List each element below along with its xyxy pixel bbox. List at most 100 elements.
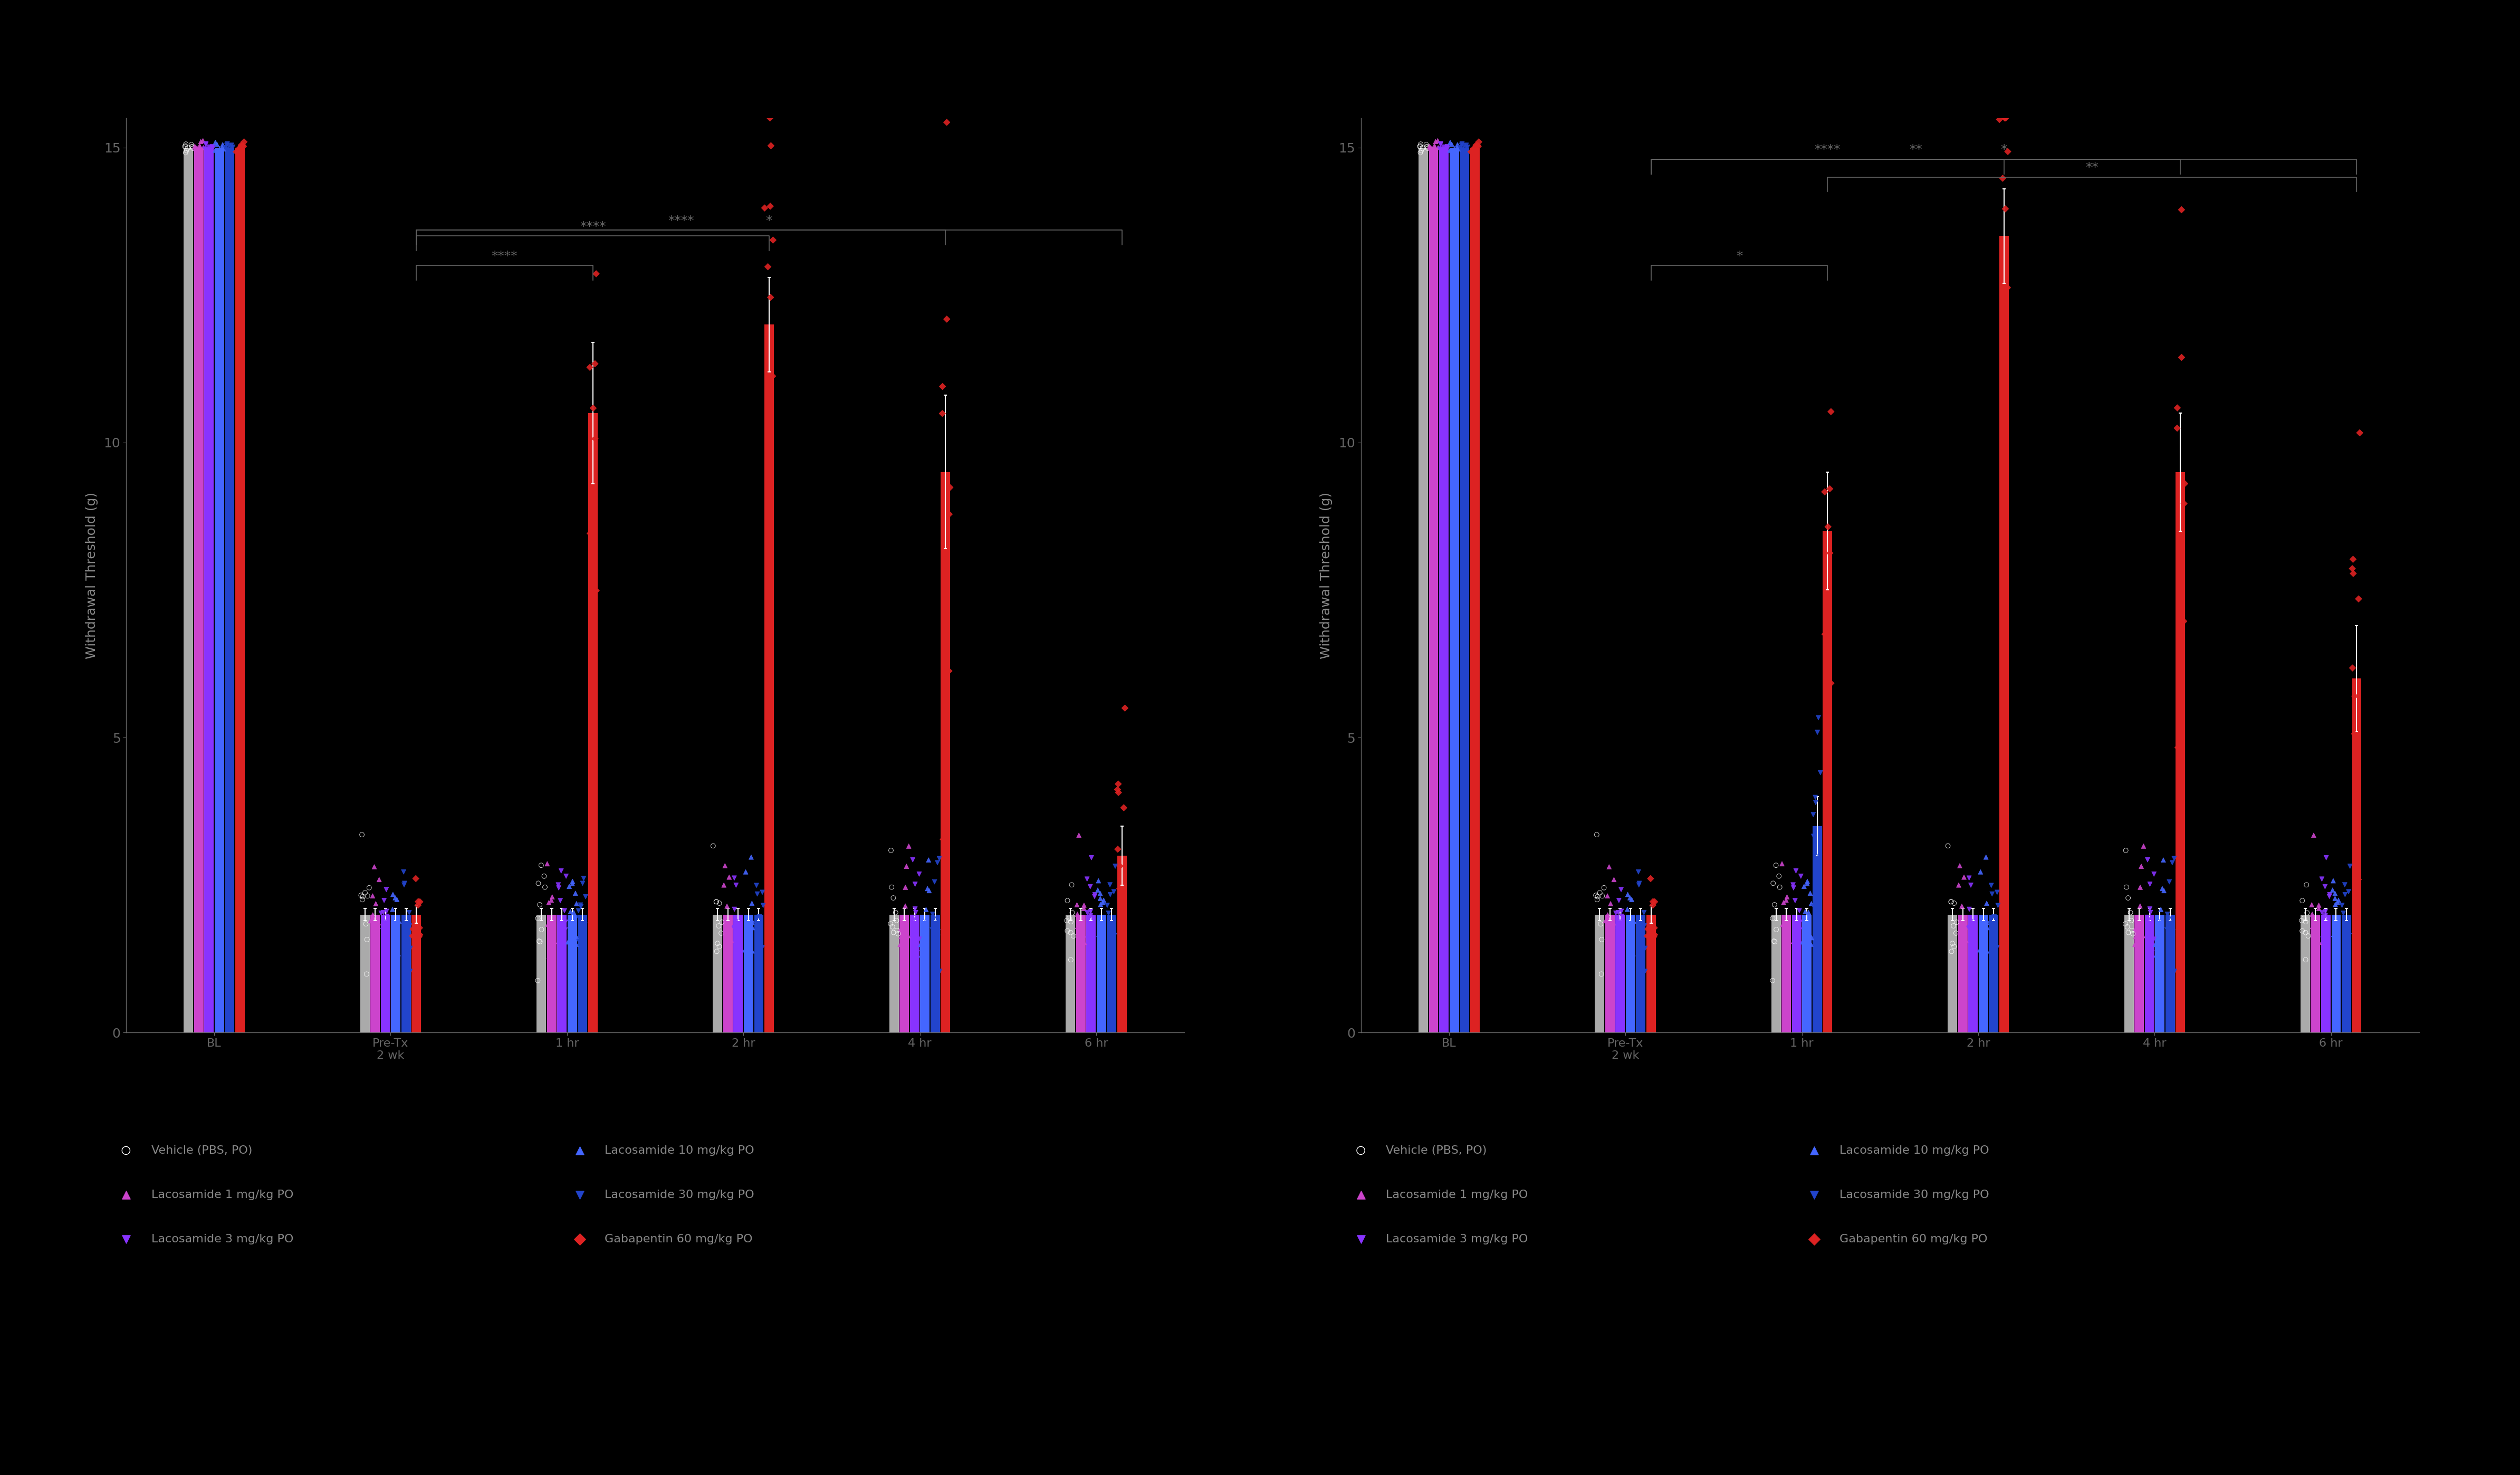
Point	[2293, 823, 2334, 847]
Point	[2334, 547, 2374, 571]
Point	[698, 935, 738, 959]
Point	[696, 889, 736, 913]
Point	[2107, 875, 2147, 898]
Bar	[1086, 914, 1096, 1032]
Point	[383, 860, 423, 884]
Point	[532, 885, 572, 909]
Point	[519, 892, 559, 916]
Point	[907, 848, 948, 872]
Point	[1774, 873, 1814, 897]
Point	[1794, 802, 1835, 826]
Point	[398, 889, 438, 913]
Point	[2152, 851, 2192, 875]
Point	[559, 1183, 600, 1207]
Point	[872, 875, 912, 898]
Point	[204, 137, 244, 161]
Point	[2109, 920, 2150, 944]
Point	[1590, 919, 1630, 943]
Point	[2152, 920, 2192, 944]
Point	[1058, 914, 1099, 938]
Point	[2313, 922, 2354, 945]
Point	[572, 553, 612, 577]
Point	[1933, 935, 1973, 959]
Point	[907, 950, 948, 974]
Point	[1610, 929, 1651, 953]
Point	[2318, 920, 2359, 944]
Point	[1756, 854, 1797, 878]
Point	[1434, 139, 1474, 162]
Text: Lacosamide 10 mg/kg PO: Lacosamide 10 mg/kg PO	[1840, 1145, 1988, 1156]
Point	[2323, 901, 2364, 925]
Point	[2112, 909, 2152, 932]
Point	[2326, 882, 2366, 906]
Point	[1623, 901, 1663, 925]
Point	[1630, 867, 1671, 891]
Point	[1048, 919, 1089, 943]
Point	[1613, 907, 1653, 931]
Point	[340, 884, 381, 907]
Point	[2291, 892, 2331, 916]
Point	[2157, 397, 2197, 420]
Point	[539, 889, 580, 913]
Y-axis label: Withdrawal Threshold (g): Withdrawal Threshold (g)	[86, 491, 98, 659]
Point	[1590, 856, 1630, 879]
Point	[1429, 139, 1469, 162]
Point	[895, 901, 935, 925]
Point	[1459, 130, 1499, 153]
Point	[199, 140, 239, 164]
Bar	[2175, 472, 2185, 1032]
Point	[879, 932, 920, 956]
Point	[1441, 137, 1482, 161]
Point	[2114, 932, 2155, 956]
Point	[1414, 140, 1454, 164]
Point	[1101, 928, 1142, 951]
Point	[1598, 901, 1638, 925]
Bar	[1459, 148, 1469, 1032]
Point	[2134, 928, 2175, 951]
Point	[1401, 140, 1441, 164]
Point	[522, 917, 562, 941]
Point	[872, 914, 912, 938]
Point	[2165, 609, 2205, 633]
Bar	[1968, 914, 1978, 1032]
Point	[1094, 881, 1134, 904]
Point	[1099, 773, 1139, 797]
Point	[1966, 845, 2006, 869]
Point	[892, 848, 932, 872]
Bar	[733, 914, 743, 1032]
Point	[2124, 835, 2165, 858]
Point	[1968, 916, 2008, 940]
Point	[1583, 884, 1623, 907]
Point	[1935, 910, 1976, 934]
Bar	[1116, 856, 1126, 1032]
Point	[1613, 910, 1653, 934]
Point	[1406, 134, 1446, 158]
Point	[1056, 892, 1096, 916]
Text: Lacosamide 10 mg/kg PO: Lacosamide 10 mg/kg PO	[605, 1145, 753, 1156]
Point	[398, 925, 438, 948]
Bar	[1635, 914, 1646, 1032]
Point	[1431, 133, 1472, 156]
Point	[2306, 904, 2346, 928]
Point	[1454, 136, 1494, 159]
Point	[1971, 873, 2011, 897]
Point	[1058, 823, 1099, 847]
Point	[106, 1183, 146, 1207]
Point	[355, 856, 396, 879]
Point	[1933, 891, 1973, 914]
Point	[713, 916, 753, 940]
Point	[2104, 912, 2145, 935]
Point	[1051, 948, 1091, 972]
Point	[391, 960, 431, 984]
Point	[388, 901, 428, 925]
Point	[1441, 133, 1482, 156]
Point	[184, 137, 224, 161]
Bar	[1469, 148, 1479, 1032]
Bar	[2311, 914, 2321, 1032]
Bar	[910, 914, 920, 1032]
Point	[713, 866, 753, 889]
Point	[1950, 934, 1991, 957]
Point	[106, 1227, 146, 1251]
Point	[1096, 777, 1137, 801]
Point	[1446, 133, 1487, 156]
